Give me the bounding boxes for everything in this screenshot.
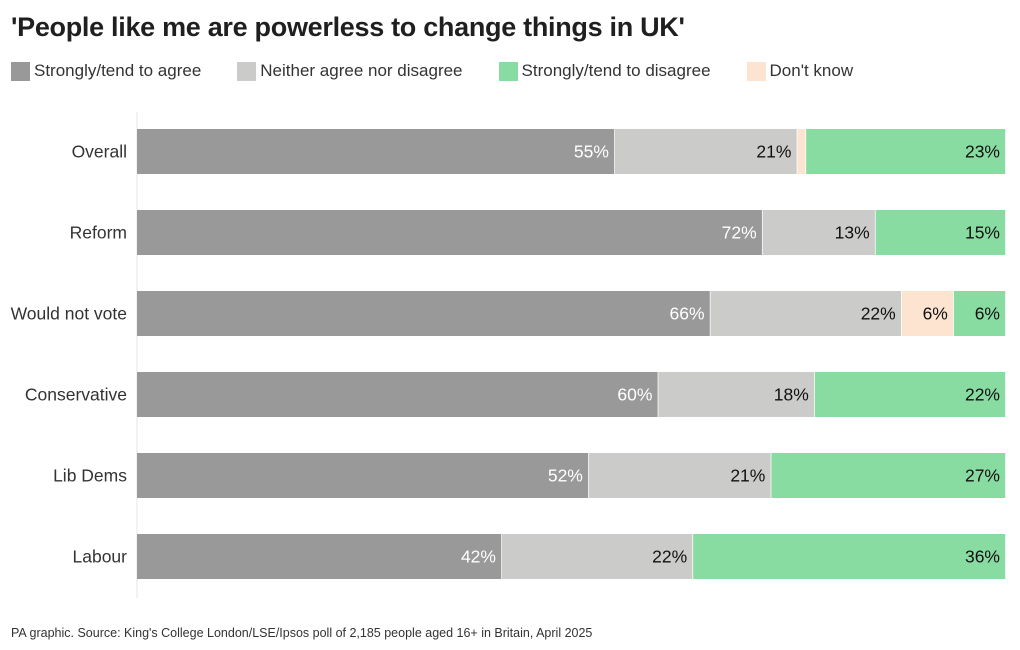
segment-separator: [1005, 453, 1007, 498]
data-label-would-not-vote-don-t-know: 6%: [923, 304, 948, 324]
data-label-lib-dems-strongly-tend-to-agree: 52%: [548, 466, 583, 486]
bar-lib-dems-neither-agree-nor-disagree: [588, 453, 772, 498]
bar-reform-strongly-tend-to-disagree: [875, 210, 1006, 255]
segment-separator: [1005, 372, 1007, 417]
data-label-would-not-vote-strongly-tend-to-agree: 66%: [670, 304, 705, 324]
legend-item-neither: Neither agree nor disagree: [237, 61, 463, 81]
data-label-reform-strongly-tend-to-agree: 72%: [722, 223, 757, 243]
bar-reform-strongly-tend-to-agree: [137, 210, 763, 255]
bar-overall-don-t-know: [797, 129, 807, 174]
legend-swatch-dont-know: [746, 61, 766, 81]
bar-lib-dems-strongly-tend-to-agree: [137, 453, 589, 498]
bar-reform-neither-agree-nor-disagree: [762, 210, 876, 255]
legend-label-dont-know: Don't know: [769, 61, 854, 80]
data-label-lib-dems-neither-agree-nor-disagree: 21%: [730, 466, 765, 486]
category-label-overall: Overall: [72, 142, 127, 162]
bar-labour-neither-agree-nor-disagree: [501, 534, 694, 579]
category-label-reform: Reform: [70, 223, 127, 243]
data-label-overall-strongly-tend-to-agree: 55%: [574, 142, 609, 162]
data-label-overall-strongly-tend-to-disagree: 23%: [965, 142, 1000, 162]
data-label-labour-neither-agree-nor-disagree: 22%: [652, 547, 687, 567]
data-label-would-not-vote-neither-agree-nor-disagree: 22%: [861, 304, 896, 324]
data-label-conservative-strongly-tend-to-agree: 60%: [617, 385, 652, 405]
legend-label-agree: Strongly/tend to agree: [34, 61, 202, 80]
legend-label-neither: Neither agree nor disagree: [260, 61, 463, 80]
bar-conservative-strongly-tend-to-disagree: [814, 372, 1006, 417]
category-label-conservative: Conservative: [25, 385, 127, 405]
legend-swatch-neither: [237, 61, 257, 81]
source-footer: PA graphic. Source: King's College Londo…: [11, 626, 593, 640]
segment-separator: [1005, 291, 1007, 336]
data-label-conservative-neither-agree-nor-disagree: 18%: [774, 385, 809, 405]
legend-swatch-disagree: [498, 61, 518, 81]
legend-item-disagree: Strongly/tend to disagree: [498, 61, 711, 81]
bar-conservative-strongly-tend-to-agree: [137, 372, 659, 417]
category-label-would-not-vote: Would not vote: [11, 304, 127, 324]
legend-item-dont-know: Don't know: [746, 61, 854, 81]
legend: Strongly/tend to agree Neither agree nor…: [11, 61, 889, 81]
bar-would-not-vote-strongly-tend-to-disagree: [953, 291, 1006, 336]
bar-lib-dems-strongly-tend-to-disagree: [771, 453, 1006, 498]
data-label-would-not-vote-strongly-tend-to-disagree: 6%: [975, 304, 1000, 324]
bar-would-not-vote-strongly-tend-to-agree: [137, 291, 711, 336]
legend-swatch-agree: [11, 61, 30, 81]
bar-would-not-vote-neither-agree-nor-disagree: [710, 291, 902, 336]
data-label-reform-neither-agree-nor-disagree: 13%: [835, 223, 870, 243]
data-label-overall-neither-agree-nor-disagree: 21%: [756, 142, 791, 162]
data-label-labour-strongly-tend-to-disagree: 36%: [965, 547, 1000, 567]
bar-labour-strongly-tend-to-disagree: [693, 534, 1006, 579]
category-label-lib-dems: Lib Dems: [53, 466, 127, 486]
data-label-conservative-strongly-tend-to-disagree: 22%: [965, 385, 1000, 405]
data-label-labour-strongly-tend-to-agree: 42%: [461, 547, 496, 567]
segment-separator: [1005, 210, 1007, 255]
bar-overall-strongly-tend-to-agree: [137, 129, 615, 174]
legend-label-disagree: Strongly/tend to disagree: [521, 61, 711, 80]
data-label-reform-strongly-tend-to-disagree: 15%: [965, 223, 1000, 243]
legend-item-agree: Strongly/tend to agree: [11, 61, 201, 81]
bar-would-not-vote-don-t-know: [901, 291, 954, 336]
segment-separator: [1005, 534, 1007, 579]
bar-labour-strongly-tend-to-agree: [137, 534, 502, 579]
chart-title: 'People like me are powerless to change …: [11, 12, 685, 42]
segment-separator: [1005, 129, 1007, 174]
bar-overall-neither-agree-nor-disagree: [614, 129, 798, 174]
data-label-lib-dems-strongly-tend-to-disagree: 27%: [965, 466, 1000, 486]
category-label-labour: Labour: [73, 547, 128, 567]
bar-overall-strongly-tend-to-disagree: [806, 129, 1006, 174]
bar-conservative-neither-agree-nor-disagree: [658, 372, 815, 417]
